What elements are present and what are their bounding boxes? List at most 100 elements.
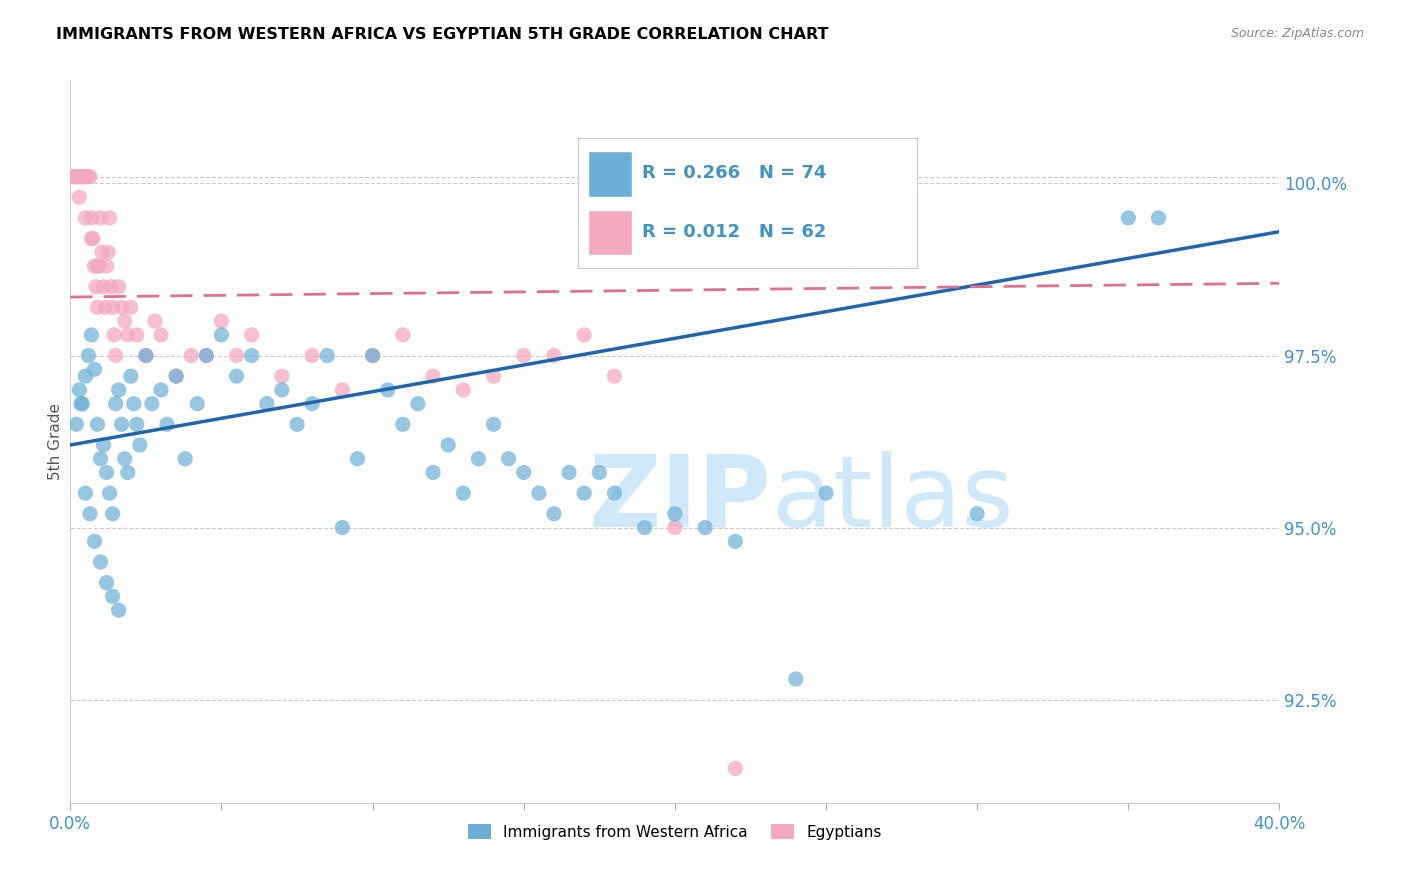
Point bbox=[96, 466, 118, 480]
Point bbox=[70, 397, 93, 411]
Point bbox=[482, 417, 505, 432]
Point bbox=[77, 169, 100, 184]
Y-axis label: 5th Grade: 5th Grade bbox=[48, 403, 63, 480]
Point bbox=[94, 301, 117, 315]
Point bbox=[90, 451, 111, 466]
Point bbox=[285, 417, 308, 432]
Point bbox=[695, 520, 717, 534]
Point bbox=[77, 349, 100, 363]
Point bbox=[785, 672, 807, 686]
Point bbox=[135, 349, 157, 363]
Point bbox=[82, 231, 104, 245]
Point bbox=[90, 211, 111, 225]
Text: Source: ZipAtlas.com: Source: ZipAtlas.com bbox=[1230, 27, 1364, 40]
Point bbox=[301, 349, 323, 363]
Point bbox=[156, 417, 179, 432]
Text: ZIP: ZIP bbox=[589, 450, 772, 548]
Point bbox=[664, 507, 686, 521]
Point bbox=[332, 383, 354, 397]
Point bbox=[574, 486, 596, 500]
Point bbox=[125, 417, 148, 432]
Point bbox=[101, 590, 124, 604]
Point bbox=[141, 397, 163, 411]
Point bbox=[75, 486, 97, 500]
Point bbox=[270, 369, 294, 384]
Point bbox=[165, 369, 187, 384]
Point bbox=[211, 327, 233, 342]
Point bbox=[195, 349, 218, 363]
Point bbox=[86, 301, 108, 315]
Point bbox=[65, 417, 87, 432]
Point bbox=[332, 520, 354, 534]
Point bbox=[603, 369, 626, 384]
Point bbox=[66, 169, 89, 184]
Point bbox=[467, 451, 489, 466]
Point bbox=[664, 520, 686, 534]
Point bbox=[98, 211, 121, 225]
Point bbox=[86, 417, 108, 432]
Legend: Immigrants from Western Africa, Egyptians: Immigrants from Western Africa, Egyptian… bbox=[463, 818, 887, 846]
Point bbox=[97, 245, 120, 260]
Point bbox=[574, 327, 596, 342]
Point bbox=[84, 279, 107, 293]
Point bbox=[83, 534, 105, 549]
Point bbox=[117, 327, 139, 342]
Point bbox=[73, 169, 96, 184]
Point bbox=[361, 349, 384, 363]
Point bbox=[75, 169, 97, 184]
Point bbox=[86, 259, 108, 273]
Point bbox=[165, 369, 187, 384]
Point bbox=[513, 349, 536, 363]
Point bbox=[513, 466, 536, 480]
Point bbox=[120, 369, 142, 384]
Point bbox=[1147, 211, 1170, 225]
Point bbox=[76, 169, 98, 184]
Point bbox=[482, 369, 505, 384]
Point bbox=[111, 301, 134, 315]
Point bbox=[453, 383, 475, 397]
Point bbox=[422, 369, 444, 384]
Point bbox=[498, 451, 520, 466]
Point bbox=[724, 534, 747, 549]
Point bbox=[104, 349, 127, 363]
Point bbox=[83, 362, 105, 376]
Point bbox=[174, 451, 197, 466]
Point bbox=[406, 397, 429, 411]
Point bbox=[75, 211, 97, 225]
Point bbox=[90, 555, 111, 569]
Text: IMMIGRANTS FROM WESTERN AFRICA VS EGYPTIAN 5TH GRADE CORRELATION CHART: IMMIGRANTS FROM WESTERN AFRICA VS EGYPTI… bbox=[56, 27, 828, 42]
Point bbox=[225, 369, 247, 384]
Text: atlas: atlas bbox=[772, 450, 1014, 548]
Point bbox=[70, 169, 93, 184]
Point bbox=[143, 314, 166, 328]
Point bbox=[211, 314, 233, 328]
Point bbox=[62, 169, 84, 184]
Point bbox=[361, 349, 384, 363]
Point bbox=[422, 466, 444, 480]
Point bbox=[107, 383, 129, 397]
Point bbox=[240, 349, 263, 363]
Point bbox=[135, 349, 157, 363]
Point bbox=[117, 466, 139, 480]
Point bbox=[101, 301, 124, 315]
Point bbox=[225, 349, 247, 363]
Point bbox=[150, 383, 173, 397]
Point bbox=[543, 507, 565, 521]
Point bbox=[437, 438, 460, 452]
Point bbox=[966, 507, 988, 521]
Point bbox=[67, 383, 90, 397]
Point bbox=[316, 349, 339, 363]
Point bbox=[79, 169, 101, 184]
Point bbox=[815, 486, 838, 500]
Point bbox=[80, 231, 103, 245]
Point bbox=[114, 314, 136, 328]
Point bbox=[186, 397, 208, 411]
Point bbox=[100, 279, 122, 293]
Point bbox=[93, 279, 115, 293]
Point bbox=[527, 486, 550, 500]
Point bbox=[107, 279, 129, 293]
Point bbox=[558, 466, 581, 480]
Point bbox=[65, 169, 87, 184]
Point bbox=[391, 327, 415, 342]
Point bbox=[96, 575, 118, 590]
